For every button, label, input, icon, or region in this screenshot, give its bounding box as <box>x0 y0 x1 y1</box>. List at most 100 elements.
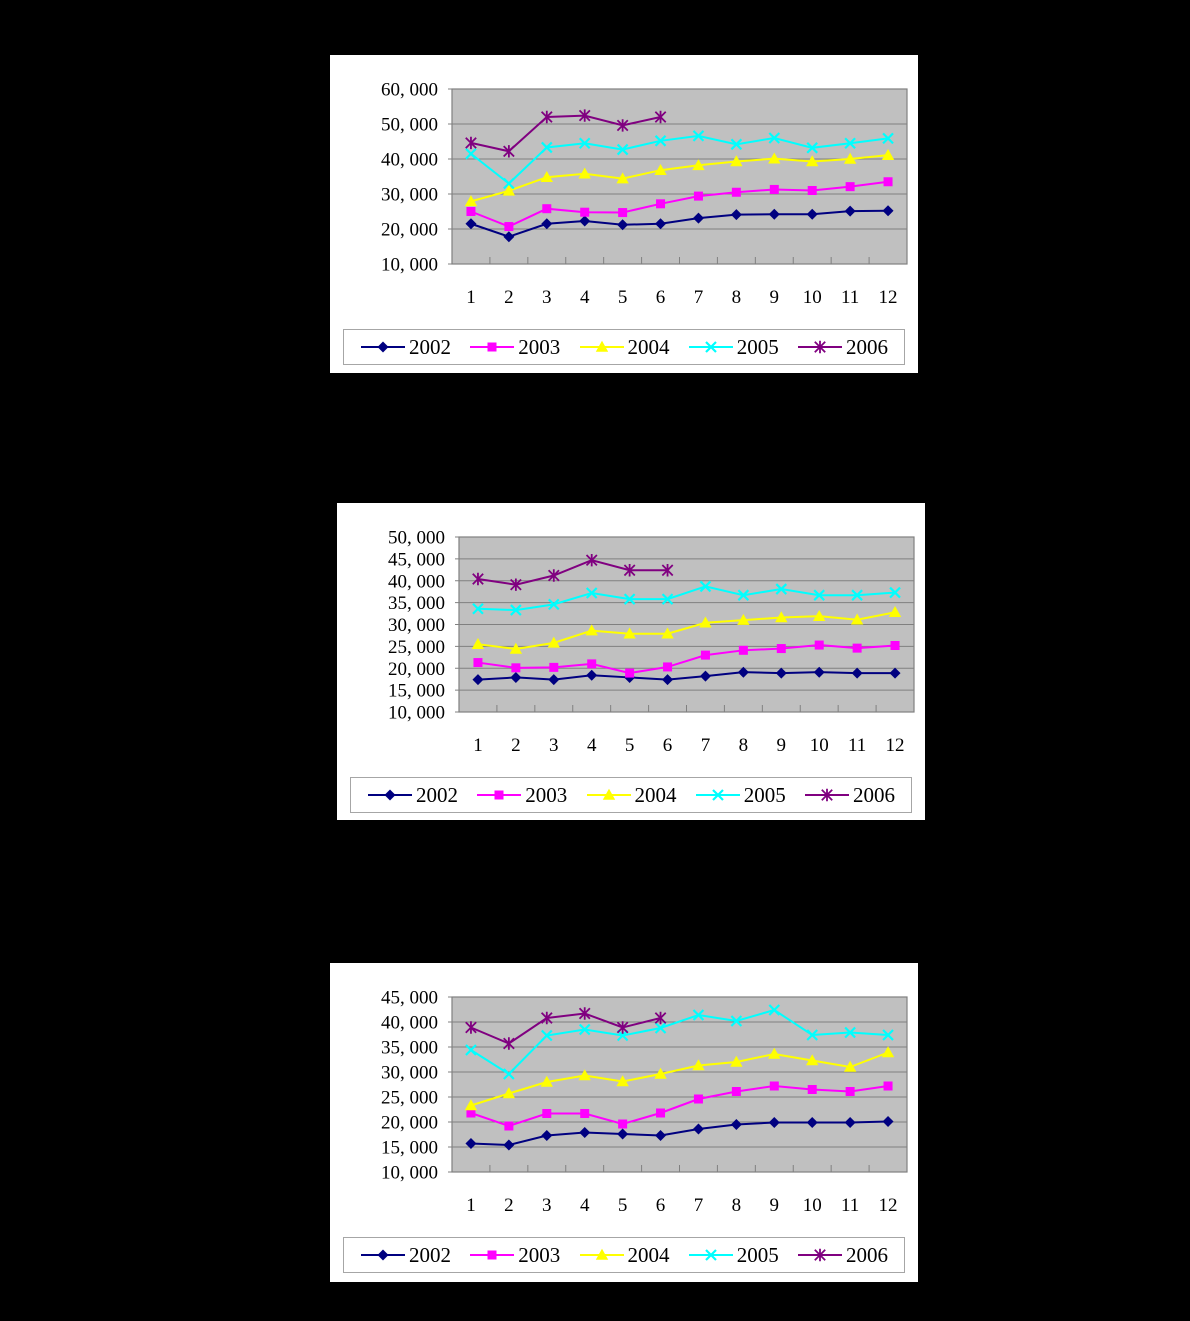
marker-square-2003 <box>845 182 855 192</box>
marker-x-2005 <box>510 604 522 616</box>
marker-x-2005 <box>730 1015 743 1027</box>
marker-x-2005 <box>616 1029 629 1042</box>
y-axis-tick-label: 10, 000 <box>388 703 445 724</box>
legend-label: 2002 <box>409 1242 451 1267</box>
legend-label: 2004 <box>627 1242 670 1267</box>
marker-star-2006 <box>503 145 515 158</box>
legend-marker-square-icon <box>476 787 522 803</box>
legend-swatch-canvas <box>361 1249 405 1261</box>
legend-label: 2003 <box>525 782 568 807</box>
legend-swatch-canvas <box>579 1248 624 1260</box>
marker-x-2005 <box>768 132 781 144</box>
marker-square-2003 <box>852 643 862 653</box>
legend-label: 2003 <box>518 1242 561 1267</box>
legend: 2002 2003 2004 2005 2006 <box>343 329 905 365</box>
x-axis-tick-label: 2 <box>511 735 521 756</box>
series-line-2005 <box>477 585 896 612</box>
marker-square-2003 <box>504 1121 514 1131</box>
x-axis-tick-label: 9 <box>777 735 787 756</box>
series-line-2006 <box>470 1012 661 1045</box>
x-axis-tick-label: 9 <box>770 1195 780 1216</box>
series-line-2004 <box>477 611 896 651</box>
marker-square-2003 <box>542 204 552 214</box>
marker-diamond-2002 <box>541 1130 553 1141</box>
y-axis-tick-label: 15, 000 <box>388 681 445 702</box>
legend-label: 2006 <box>853 782 895 807</box>
series-line-2003 <box>477 644 896 675</box>
x-axis-tick-label: 11 <box>841 287 859 308</box>
series-line-2006 <box>470 114 661 153</box>
marker-triangle-2004 <box>471 637 485 649</box>
marker-square-2003 <box>549 662 559 672</box>
marker-x-2005 <box>768 1004 781 1016</box>
marker-x-2005 <box>548 598 560 611</box>
marker-star-2006 <box>510 578 522 591</box>
legend-item-2003: 2003 <box>476 783 567 808</box>
marker-square-2003 <box>656 199 666 209</box>
marker-triangle-2004 <box>813 609 826 621</box>
y-axis-tick-label: 25, 000 <box>381 1088 438 1109</box>
marker-diamond-2002 <box>503 1139 515 1151</box>
marker-x-2005 <box>585 587 598 599</box>
series-line-2004 <box>470 154 889 203</box>
legend-marker-x-icon <box>688 339 734 355</box>
marker-diamond-2002 <box>775 667 787 679</box>
marker-x-2005 <box>730 138 743 151</box>
legend-swatch-canvas <box>579 340 624 352</box>
marker-square-2003 <box>618 208 628 218</box>
legend-swatch-canvas <box>695 789 740 801</box>
marker-triangle-2004 <box>661 627 674 639</box>
marker-diamond-2002 <box>806 208 818 220</box>
legend-swatch-canvas <box>798 1248 842 1262</box>
marker-diamond-2002 <box>889 667 901 679</box>
x-axis-tick-label: 10 <box>803 1195 822 1216</box>
legend-swatch-canvas <box>586 788 631 800</box>
marker-diamond-2002 <box>465 1138 477 1149</box>
marker-diamond-2002 <box>655 218 667 230</box>
marker-square-2003 <box>883 1081 893 1091</box>
legend: 2002 2003 2004 2005 2006 <box>343 1237 905 1273</box>
legend-swatch-canvas <box>798 340 842 354</box>
marker-triangle-2004 <box>509 642 523 654</box>
x-axis-tick-label: 1 <box>466 1195 476 1216</box>
legend-item-2006: 2006 <box>797 335 888 360</box>
legend-marker-x-icon <box>695 787 741 803</box>
legend-label: 2005 <box>736 1242 779 1267</box>
marker-triangle-2004 <box>464 195 478 207</box>
x-axis-tick-label: 3 <box>542 1195 552 1216</box>
legend-swatch-canvas <box>688 1249 733 1261</box>
x-axis-tick-label: 7 <box>701 735 711 756</box>
y-axis-tick-label: 60, 000 <box>381 80 438 101</box>
series-line-2004 <box>470 1051 889 1107</box>
legend-item-2006: 2006 <box>797 1243 888 1268</box>
x-axis-tick-label: 12 <box>879 287 898 308</box>
marker-triangle-2004 <box>547 636 560 648</box>
y-axis-tick-label: 30, 000 <box>388 615 445 636</box>
x-axis-tick-label: 6 <box>656 287 666 308</box>
marker-triangle-2004 <box>843 152 857 164</box>
marker-square-2003 <box>807 1085 817 1094</box>
series-line-2002 <box>470 1120 889 1147</box>
marker-x-2005 <box>844 1026 856 1039</box>
marker-x-2005 <box>699 580 712 593</box>
marker-diamond-2002 <box>730 1119 742 1130</box>
legend-marker-triangle-icon <box>579 339 625 355</box>
marker-triangle-2004 <box>730 1055 743 1067</box>
y-axis-tick-label: 25, 000 <box>388 637 445 658</box>
marker-star-2006 <box>654 110 667 124</box>
x-axis-tick-label: 2 <box>504 1195 514 1216</box>
legend-item-2005: 2005 <box>688 1243 779 1268</box>
x-axis-tick-label: 4 <box>580 1195 590 1216</box>
legend-marker-triangle-icon <box>586 787 632 803</box>
marker-square-2003 <box>542 1109 552 1118</box>
marker-triangle-2004 <box>730 155 743 167</box>
legend-marker-x <box>704 341 717 353</box>
legend-marker-star-icon <box>797 1247 843 1263</box>
marker-triangle-2004 <box>692 1059 705 1071</box>
legend-marker-diamond-icon <box>360 339 406 355</box>
marker-x-2005 <box>806 1029 818 1041</box>
marker-triangle-2004 <box>768 1047 781 1059</box>
legend-marker-diamond-icon <box>360 1247 406 1263</box>
legend-label: 2006 <box>846 1242 888 1267</box>
legend-marker-diamond <box>377 341 389 353</box>
